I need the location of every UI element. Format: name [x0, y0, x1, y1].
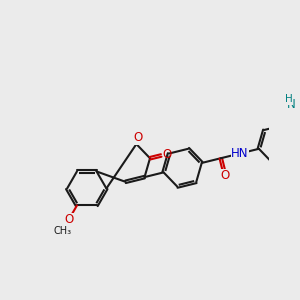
Text: O: O	[220, 169, 230, 182]
Text: O: O	[64, 213, 73, 226]
Text: HN: HN	[231, 147, 249, 160]
Text: O: O	[134, 131, 143, 144]
Text: CH₃: CH₃	[53, 226, 71, 236]
Text: N: N	[287, 98, 296, 111]
Text: H: H	[285, 94, 292, 104]
Text: O: O	[162, 148, 171, 160]
